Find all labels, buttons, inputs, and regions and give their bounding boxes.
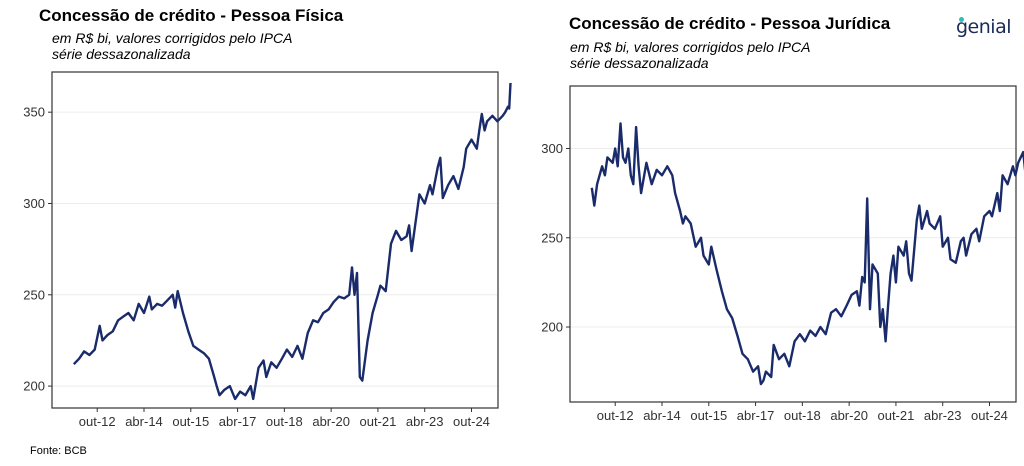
source-note: Fonte: BCB (30, 445, 87, 457)
chart-subtitle-line-1: em R$ bi, valores corrigidos pelo IPCA (52, 30, 293, 46)
x-tick-label: abr-17 (219, 414, 257, 429)
logo-text: genial (956, 16, 1012, 38)
x-tick-label: out-18 (266, 414, 303, 429)
plot-area: 200 250 300 350 out-12 abr-14 out-15 abr-17 out-… (23, 71, 512, 429)
chart-subtitle-line-2: série dessazonalizada (52, 46, 191, 62)
x-tick-label: out-12 (79, 414, 116, 429)
plot-frame (569, 85, 1017, 403)
x-tick-label: out-24 (453, 414, 490, 429)
x-tick-label: abr-14 (643, 408, 681, 423)
x-tick-label: out-12 (597, 408, 634, 423)
plot-area: 200 250 300 out-12 abr-14 out-15 abr-17 out-18 a… (541, 85, 1024, 423)
y-tick-label: 250 (541, 230, 563, 245)
y-tick-label: 200 (541, 320, 563, 335)
x-tick-label: out-18 (784, 408, 821, 423)
chart-subtitle-line-1: em R$ bi, valores corrigidos pelo IPCA (570, 39, 811, 55)
logo-dot-icon (959, 17, 964, 22)
series-line (590, 122, 1024, 386)
chart-pessoa-fisica: Concessão de crédito - Pessoa Física em … (0, 0, 512, 440)
y-tick-label: 200 (23, 379, 45, 394)
x-tick-label: abr-17 (737, 408, 775, 423)
x-tick-label: out-21 (877, 408, 914, 423)
chart-pessoa-juridica: Concessão de crédito - Pessoa Jurídica e… (512, 0, 1024, 440)
x-tick-label: abr-20 (312, 414, 350, 429)
x-tick-label: abr-14 (125, 414, 163, 429)
plot-frame (51, 71, 499, 409)
y-tick-label: 350 (23, 105, 45, 120)
x-tick-label: abr-23 (406, 414, 444, 429)
x-tick-label: out-21 (359, 414, 396, 429)
chart-subtitle-line-2: série dessazonalizada (570, 55, 709, 71)
genial-logo: genial (956, 16, 1012, 38)
chart-title: Concessão de crédito - Pessoa Jurídica (569, 14, 891, 33)
x-tick-label: out-15 (690, 408, 727, 423)
series-line (72, 82, 512, 401)
y-tick-label: 300 (541, 141, 563, 156)
x-tick-label: abr-20 (830, 408, 868, 423)
x-tick-label: out-15 (172, 414, 209, 429)
y-tick-label: 300 (23, 196, 45, 211)
x-tick-label: abr-23 (924, 408, 962, 423)
x-tick-label: out-24 (971, 408, 1008, 423)
y-tick-label: 250 (23, 287, 45, 302)
chart-title: Concessão de crédito - Pessoa Física (39, 6, 344, 25)
